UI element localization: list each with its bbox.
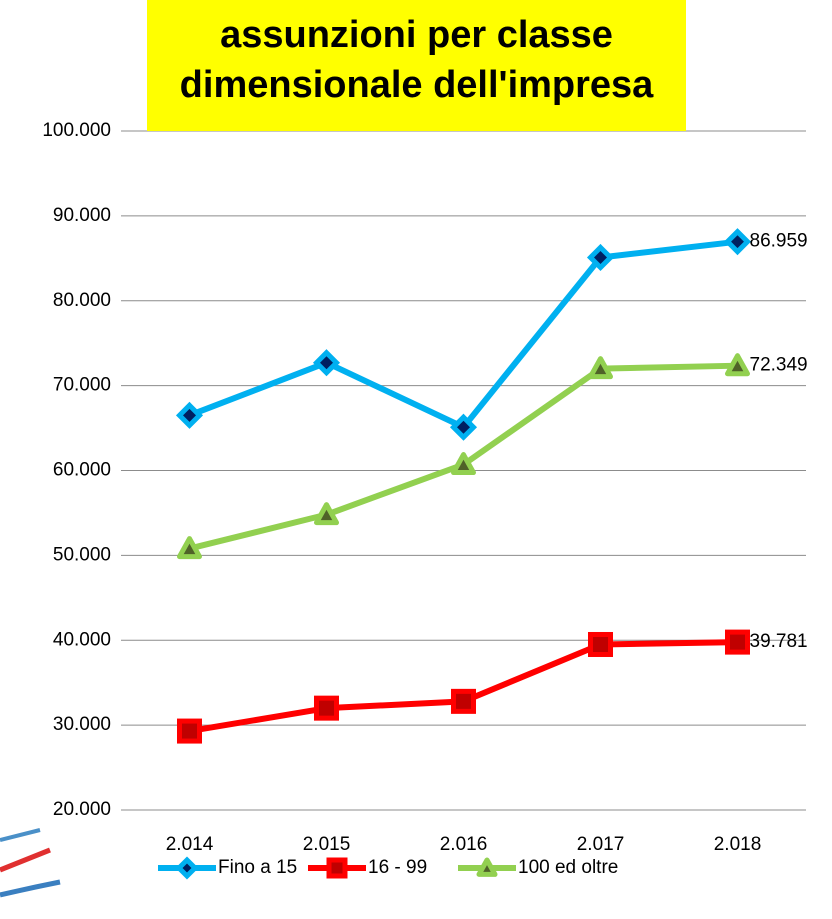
y-tick-label: 30.000	[53, 714, 111, 735]
marker	[449, 413, 478, 441]
x-tick-label: 2.015	[303, 834, 351, 855]
data-label: 72.349	[750, 355, 808, 376]
marker	[175, 856, 199, 880]
marker	[314, 502, 339, 526]
data-label: 39.781	[750, 631, 808, 652]
legend-label: Fino a 15	[218, 857, 297, 878]
x-tick-label: 2.014	[166, 834, 214, 855]
logo	[0, 828, 61, 898]
marker	[314, 695, 339, 721]
title-box	[147, 0, 686, 131]
marker	[588, 356, 613, 380]
series-line	[189, 639, 738, 735]
y-tick-label: 40.000	[53, 629, 111, 650]
y-tick-label: 80.000	[53, 290, 111, 311]
x-tick-label: 2.016	[440, 834, 488, 855]
marker	[312, 349, 341, 377]
legend-label: 100 ed oltre	[518, 857, 618, 878]
marker	[175, 401, 204, 429]
y-tick-label: 50.000	[53, 544, 111, 565]
y-tick-label: 60.000	[53, 460, 111, 481]
y-tick-label: 20.000	[53, 799, 111, 820]
y-tick-label: 100.000	[42, 120, 111, 141]
series-line	[188, 238, 738, 431]
marker	[326, 857, 348, 879]
marker	[725, 353, 750, 377]
y-tick-label: 70.000	[53, 375, 111, 396]
x-tick-label: 2.017	[577, 834, 625, 855]
marker	[586, 243, 615, 271]
marker	[588, 631, 613, 657]
marker	[725, 629, 750, 655]
title-wrap: assunzioni per classe dimensionale dell'…	[179, 14, 654, 106]
chart-title: assunzioni per classe dimensionale dell'…	[179, 14, 654, 106]
marker	[476, 857, 498, 877]
marker	[451, 452, 476, 476]
x-tick-label: 2.018	[714, 834, 762, 855]
marker	[723, 228, 752, 256]
marker	[177, 536, 202, 560]
marker	[451, 688, 476, 714]
data-label: 86.959	[750, 231, 808, 252]
legend-label: 16 - 99	[368, 857, 427, 878]
y-tick-label: 90.000	[53, 205, 111, 226]
marker	[177, 718, 202, 744]
